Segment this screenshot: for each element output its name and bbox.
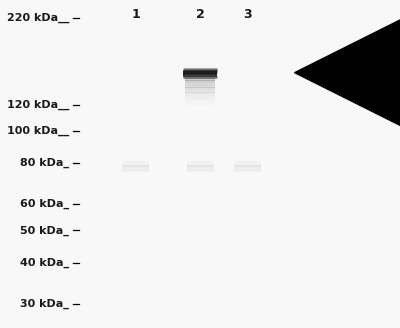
Text: 30 kDa_: 30 kDa_ bbox=[20, 299, 69, 309]
Text: 120 kDa__: 120 kDa__ bbox=[7, 100, 69, 110]
Text: 50 kDa_: 50 kDa_ bbox=[20, 225, 69, 236]
Text: 1: 1 bbox=[131, 8, 140, 21]
Text: 60 kDa_: 60 kDa_ bbox=[20, 199, 69, 209]
Text: 100 kDa__: 100 kDa__ bbox=[7, 126, 69, 136]
Text: 40 kDa_: 40 kDa_ bbox=[20, 257, 69, 268]
Text: 80 kDa_: 80 kDa_ bbox=[20, 158, 69, 168]
Text: 2: 2 bbox=[196, 8, 204, 21]
Text: 220 kDa__: 220 kDa__ bbox=[7, 12, 69, 23]
Text: 3: 3 bbox=[243, 8, 252, 21]
